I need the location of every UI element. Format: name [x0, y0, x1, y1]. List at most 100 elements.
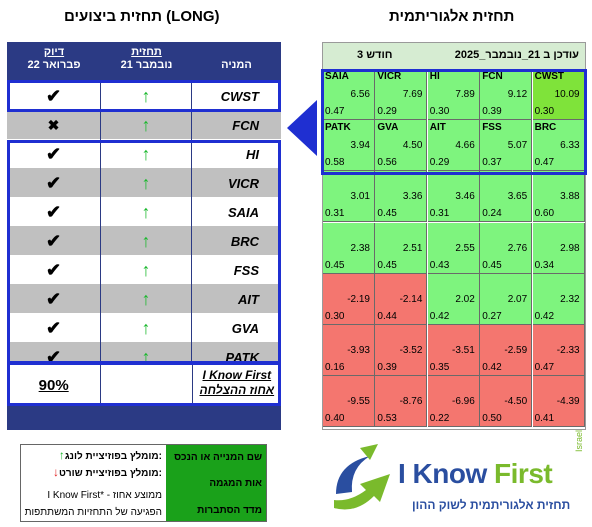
grid-cell: -4.50 0.50 [480, 376, 533, 428]
grid-cell: VICR 7.69 0.29 [375, 69, 428, 120]
cell-predictability: 0.27 [482, 310, 502, 322]
legend-long: ↑מומלץ בפוזיציית לונג: [58, 448, 162, 462]
cell-predictability: 0.29 [429, 157, 450, 169]
cell-predictability: 0.47 [534, 362, 555, 373]
cell-signal: 3.36 [402, 191, 423, 203]
up-arrow-icon: ↑ [141, 288, 151, 309]
cell-signal: -2.19 [347, 293, 370, 305]
cell-ticker: CWST [534, 71, 565, 82]
cell-signal: -4.50 [504, 396, 528, 408]
cell-signal: -2.14 [399, 293, 423, 305]
cell-predictability: 0.42 [534, 310, 555, 322]
perf-row: ✔ ↑ FSS [7, 255, 281, 285]
cell-signal: 2.02 [455, 293, 475, 305]
grid-cell: HI 7.89 0.30 [427, 69, 480, 120]
cell-signal: 10.09 [554, 89, 580, 100]
grid-cell: 2.98 0.34 [532, 222, 585, 274]
perf-row: ✔ ↑ BRC [7, 226, 281, 256]
grid-cell: SAIA 6.56 0.47 [323, 69, 375, 120]
cell-signal: -9.55 [347, 396, 370, 408]
grid-title: תחזית אלגוריתמית [389, 8, 515, 25]
cell-predictability: 0.47 [534, 157, 555, 169]
grid-cell: FCN 9.12 0.39 [480, 69, 533, 120]
logo-brand: I Know First [398, 458, 553, 489]
check-icon: ✔ [45, 317, 62, 338]
cell-predictability: 0.39 [377, 362, 397, 373]
grid-cell: 2.55 0.43 [427, 222, 480, 274]
cell-ticker: SAIA [325, 71, 349, 82]
performance-table: דיוק 22 פברואר תחזית 21 נובמבר המניה ✔ ↑ C… [7, 42, 281, 430]
logo: I Know First Israel תחזית אלגוריתמית לשו… [328, 430, 588, 524]
horizon: 3 חודש [357, 49, 393, 61]
cell-predictability: 0.30 [429, 106, 450, 117]
grid-cell: -3.51 0.35 [427, 325, 480, 376]
cell-predictability: 0.50 [482, 413, 502, 425]
legend: שם המנייה או הנכס אות המגמה מדד הסתברות … [20, 444, 267, 522]
grid-cell: CWST 10.09 0.30 [532, 69, 585, 120]
perf-row: ✔ ↑ SAIA [7, 197, 281, 227]
legend-note-2: הפגיעה של התחזיות המשתתפות [24, 507, 162, 518]
cell-predictability: 0.47 [325, 106, 345, 117]
grid-cell: -3.52 0.39 [375, 325, 428, 376]
grid-cell: 3.01 0.31 [323, 171, 375, 223]
check-icon: ✔ [45, 259, 62, 280]
grid-cell: -8.76 0.53 [375, 376, 428, 428]
cell-predictability: 0.39 [482, 106, 502, 117]
cell-signal: -3.52 [399, 345, 423, 356]
cell-predictability: 0.44 [377, 310, 397, 322]
legend-predictability: מדד הסתברות [197, 505, 262, 516]
cell-signal: 2.76 [507, 242, 528, 254]
cell-predictability: 0.56 [377, 157, 397, 169]
cell-predictability: 0.29 [377, 106, 397, 117]
grid-cell: PATK 3.94 0.58 [323, 120, 375, 172]
cell-signal: -4.39 [556, 396, 580, 408]
perf-ticker: BRC [230, 233, 259, 249]
cell-predictability: 0.45 [377, 259, 397, 271]
accuracy-header: דיוק 22 פברואר [27, 46, 81, 71]
cell-predictability: 0.31 [429, 208, 450, 220]
cell-predictability: 0.35 [429, 362, 450, 373]
cell-signal: 2.55 [455, 242, 475, 254]
cell-signal: 6.56 [350, 89, 370, 100]
perf-row: ✔ ↑ VICR [7, 168, 281, 198]
cell-ticker: BRC [534, 122, 557, 134]
success-label: I Know First אחוז ההצלחה [199, 368, 275, 397]
grid-cell: -3.93 0.16 [323, 325, 375, 376]
cell-predictability: 0.42 [482, 362, 502, 373]
perf-ticker: AIT [238, 291, 259, 307]
cell-predictability: 0.45 [482, 259, 502, 271]
grid-cell: -4.39 0.41 [532, 376, 585, 428]
cell-signal: 2.98 [560, 242, 580, 254]
perf-row: ✔ ↑ GVA [7, 313, 281, 343]
cell-signal: -2.59 [504, 345, 528, 356]
check-icon: ✔ [45, 172, 62, 193]
cell-predictability: 0.42 [429, 310, 450, 322]
cell-predictability: 0.53 [377, 413, 397, 425]
cell-signal: 2.32 [560, 293, 580, 305]
cross-icon: ✖ [47, 116, 60, 133]
cell-signal: 3.01 [350, 191, 370, 203]
check-icon: ✔ [45, 85, 62, 106]
grid-cell: 2.76 0.45 [480, 222, 533, 274]
pointer-triangle [287, 100, 317, 156]
grid-cell: 2.38 0.45 [323, 222, 375, 274]
cell-ticker: VICR [377, 71, 402, 82]
grid-cell: 2.02 0.42 [427, 273, 480, 325]
cell-predictability: 0.37 [482, 157, 502, 169]
grid-cell: FSS 5.07 0.37 [480, 120, 533, 172]
grid-cell: -2.14 0.44 [375, 273, 428, 325]
cell-signal: -3.51 [452, 345, 475, 356]
cell-signal: 3.65 [507, 191, 528, 203]
legend-ticker-name: שם המנייה או הנכס [174, 452, 262, 463]
cell-ticker: FSS [482, 122, 502, 134]
check-icon: ✔ [45, 288, 62, 309]
cell-predictability: 0.58 [325, 157, 345, 169]
cell-signal: 5.07 [507, 140, 528, 152]
perf-ticker: CWST [220, 88, 259, 104]
cell-predictability: 0.45 [325, 259, 345, 271]
cell-predictability: 0.34 [534, 259, 555, 271]
legend-short: ↓מומלץ בפוזיציית שורט: [53, 465, 162, 479]
cell-signal: 7.89 [455, 89, 475, 100]
cell-predictability: 0.43 [429, 259, 450, 271]
